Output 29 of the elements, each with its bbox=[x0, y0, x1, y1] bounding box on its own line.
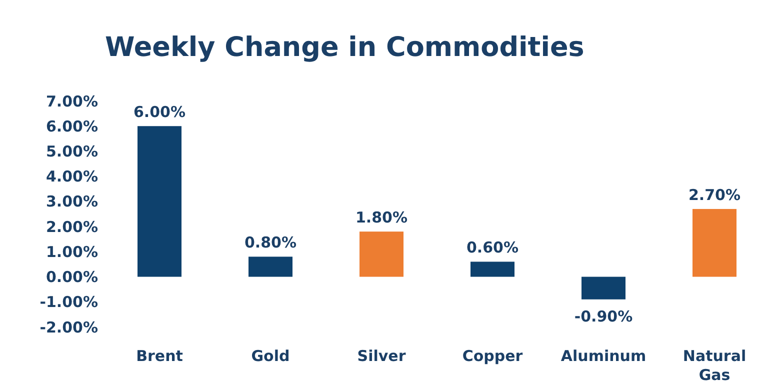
x-tick-label: Gold bbox=[251, 347, 290, 365]
y-tick-label: 2.00% bbox=[46, 218, 98, 236]
bar bbox=[582, 276, 626, 300]
bar bbox=[138, 126, 182, 277]
y-tick-label: 7.00% bbox=[46, 92, 98, 110]
y-tick-label: -2.00% bbox=[40, 318, 98, 336]
bar bbox=[360, 232, 404, 277]
bar bbox=[692, 208, 736, 277]
data-label: 6.00% bbox=[133, 103, 186, 122]
chart-title: Weekly Change in Commodities bbox=[105, 32, 584, 63]
data-label: -0.90% bbox=[574, 307, 633, 326]
bar bbox=[470, 262, 514, 277]
x-tick-label: Copper bbox=[462, 347, 524, 365]
x-tick-label: Brent bbox=[136, 347, 183, 365]
data-label: 2.70% bbox=[688, 186, 741, 204]
y-tick-label: 1.00% bbox=[46, 242, 98, 261]
y-tick-label: 3.00% bbox=[46, 192, 98, 211]
data-label: 0.60% bbox=[466, 238, 519, 257]
y-tick-label: -1.00% bbox=[40, 293, 98, 312]
y-tick-label: 4.00% bbox=[46, 168, 98, 186]
x-tick-label: Silver bbox=[357, 347, 406, 365]
y-tick-label: 0.00% bbox=[46, 268, 98, 286]
x-tick-label: Aluminum bbox=[560, 347, 646, 365]
data-label: 1.80% bbox=[355, 208, 408, 227]
x-tick-label: Natural Gas bbox=[682, 347, 746, 384]
data-label: 0.80% bbox=[244, 234, 297, 252]
y-tick-label: 5.00% bbox=[46, 142, 98, 160]
y-tick-label: 6.00% bbox=[46, 117, 98, 136]
bar bbox=[248, 256, 292, 277]
